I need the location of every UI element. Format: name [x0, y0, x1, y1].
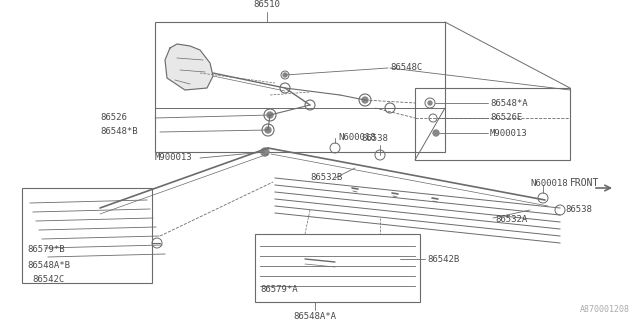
Text: 86526: 86526 — [100, 114, 127, 123]
Circle shape — [433, 130, 439, 136]
Circle shape — [267, 112, 273, 118]
Text: 86538: 86538 — [565, 205, 592, 214]
Text: A870001208: A870001208 — [580, 305, 630, 314]
Text: 86526E: 86526E — [490, 114, 522, 123]
Text: 86548A*A: 86548A*A — [294, 312, 337, 320]
Text: 86542C: 86542C — [32, 276, 64, 284]
Text: 86538: 86538 — [362, 134, 388, 143]
Text: 86579*A: 86579*A — [260, 284, 298, 293]
Text: 86532B: 86532B — [310, 173, 342, 182]
Text: 86548*A: 86548*A — [490, 99, 527, 108]
Text: M900013: M900013 — [155, 154, 193, 163]
Text: M900013: M900013 — [490, 129, 527, 138]
Bar — [255, 234, 420, 302]
Circle shape — [428, 101, 432, 105]
Text: 86579*B: 86579*B — [27, 245, 65, 254]
Text: 86548*B: 86548*B — [100, 127, 138, 137]
Text: N600018: N600018 — [338, 133, 376, 142]
Bar — [155, 22, 445, 152]
Text: 86548C: 86548C — [390, 63, 422, 73]
Circle shape — [265, 127, 271, 133]
Text: N600018: N600018 — [530, 179, 568, 188]
Text: 86542B: 86542B — [427, 254, 460, 263]
Text: FRONT: FRONT — [570, 178, 600, 188]
Text: 86532A: 86532A — [495, 215, 527, 225]
Polygon shape — [165, 44, 213, 90]
Circle shape — [261, 148, 269, 156]
Circle shape — [362, 97, 368, 103]
Text: 86548A*B: 86548A*B — [27, 261, 70, 270]
Text: 86510: 86510 — [253, 0, 280, 9]
Circle shape — [283, 73, 287, 77]
Bar — [22, 188, 152, 283]
Bar — [415, 88, 570, 160]
